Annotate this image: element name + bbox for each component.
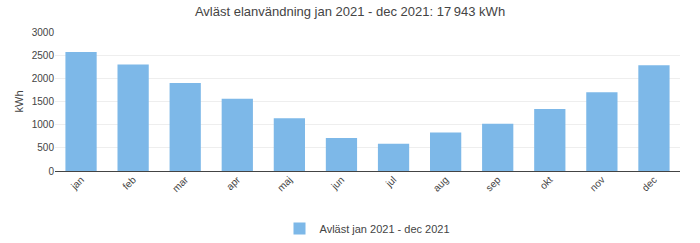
svg-text:500: 500 bbox=[37, 142, 54, 153]
svg-text:okt: okt bbox=[538, 174, 555, 191]
svg-text:jul: jul bbox=[383, 174, 399, 190]
svg-text:1000: 1000 bbox=[32, 119, 55, 130]
svg-text:feb: feb bbox=[120, 174, 138, 192]
svg-text:1500: 1500 bbox=[32, 96, 55, 107]
svg-text:Avläst elanvändning jan 2021 -: Avläst elanvändning jan 2021 - dec 2021:… bbox=[195, 4, 505, 19]
svg-text:kWh: kWh bbox=[13, 91, 25, 113]
svg-text:nov: nov bbox=[588, 174, 607, 193]
svg-text:mar: mar bbox=[170, 174, 190, 194]
svg-text:3000: 3000 bbox=[32, 27, 55, 38]
svg-text:Avläst jan 2021 - dec 2021: Avläst jan 2021 - dec 2021 bbox=[320, 223, 450, 235]
svg-text:aug: aug bbox=[431, 174, 451, 194]
svg-text:dec: dec bbox=[640, 174, 659, 193]
svg-text:jan: jan bbox=[68, 174, 86, 192]
svg-text:apr: apr bbox=[224, 174, 242, 192]
svg-text:jun: jun bbox=[328, 174, 346, 192]
svg-text:maj: maj bbox=[275, 174, 294, 193]
svg-text:sep: sep bbox=[483, 174, 502, 193]
svg-text:0: 0 bbox=[48, 166, 54, 177]
svg-text:2000: 2000 bbox=[32, 73, 55, 84]
svg-text:2500: 2500 bbox=[32, 50, 55, 61]
